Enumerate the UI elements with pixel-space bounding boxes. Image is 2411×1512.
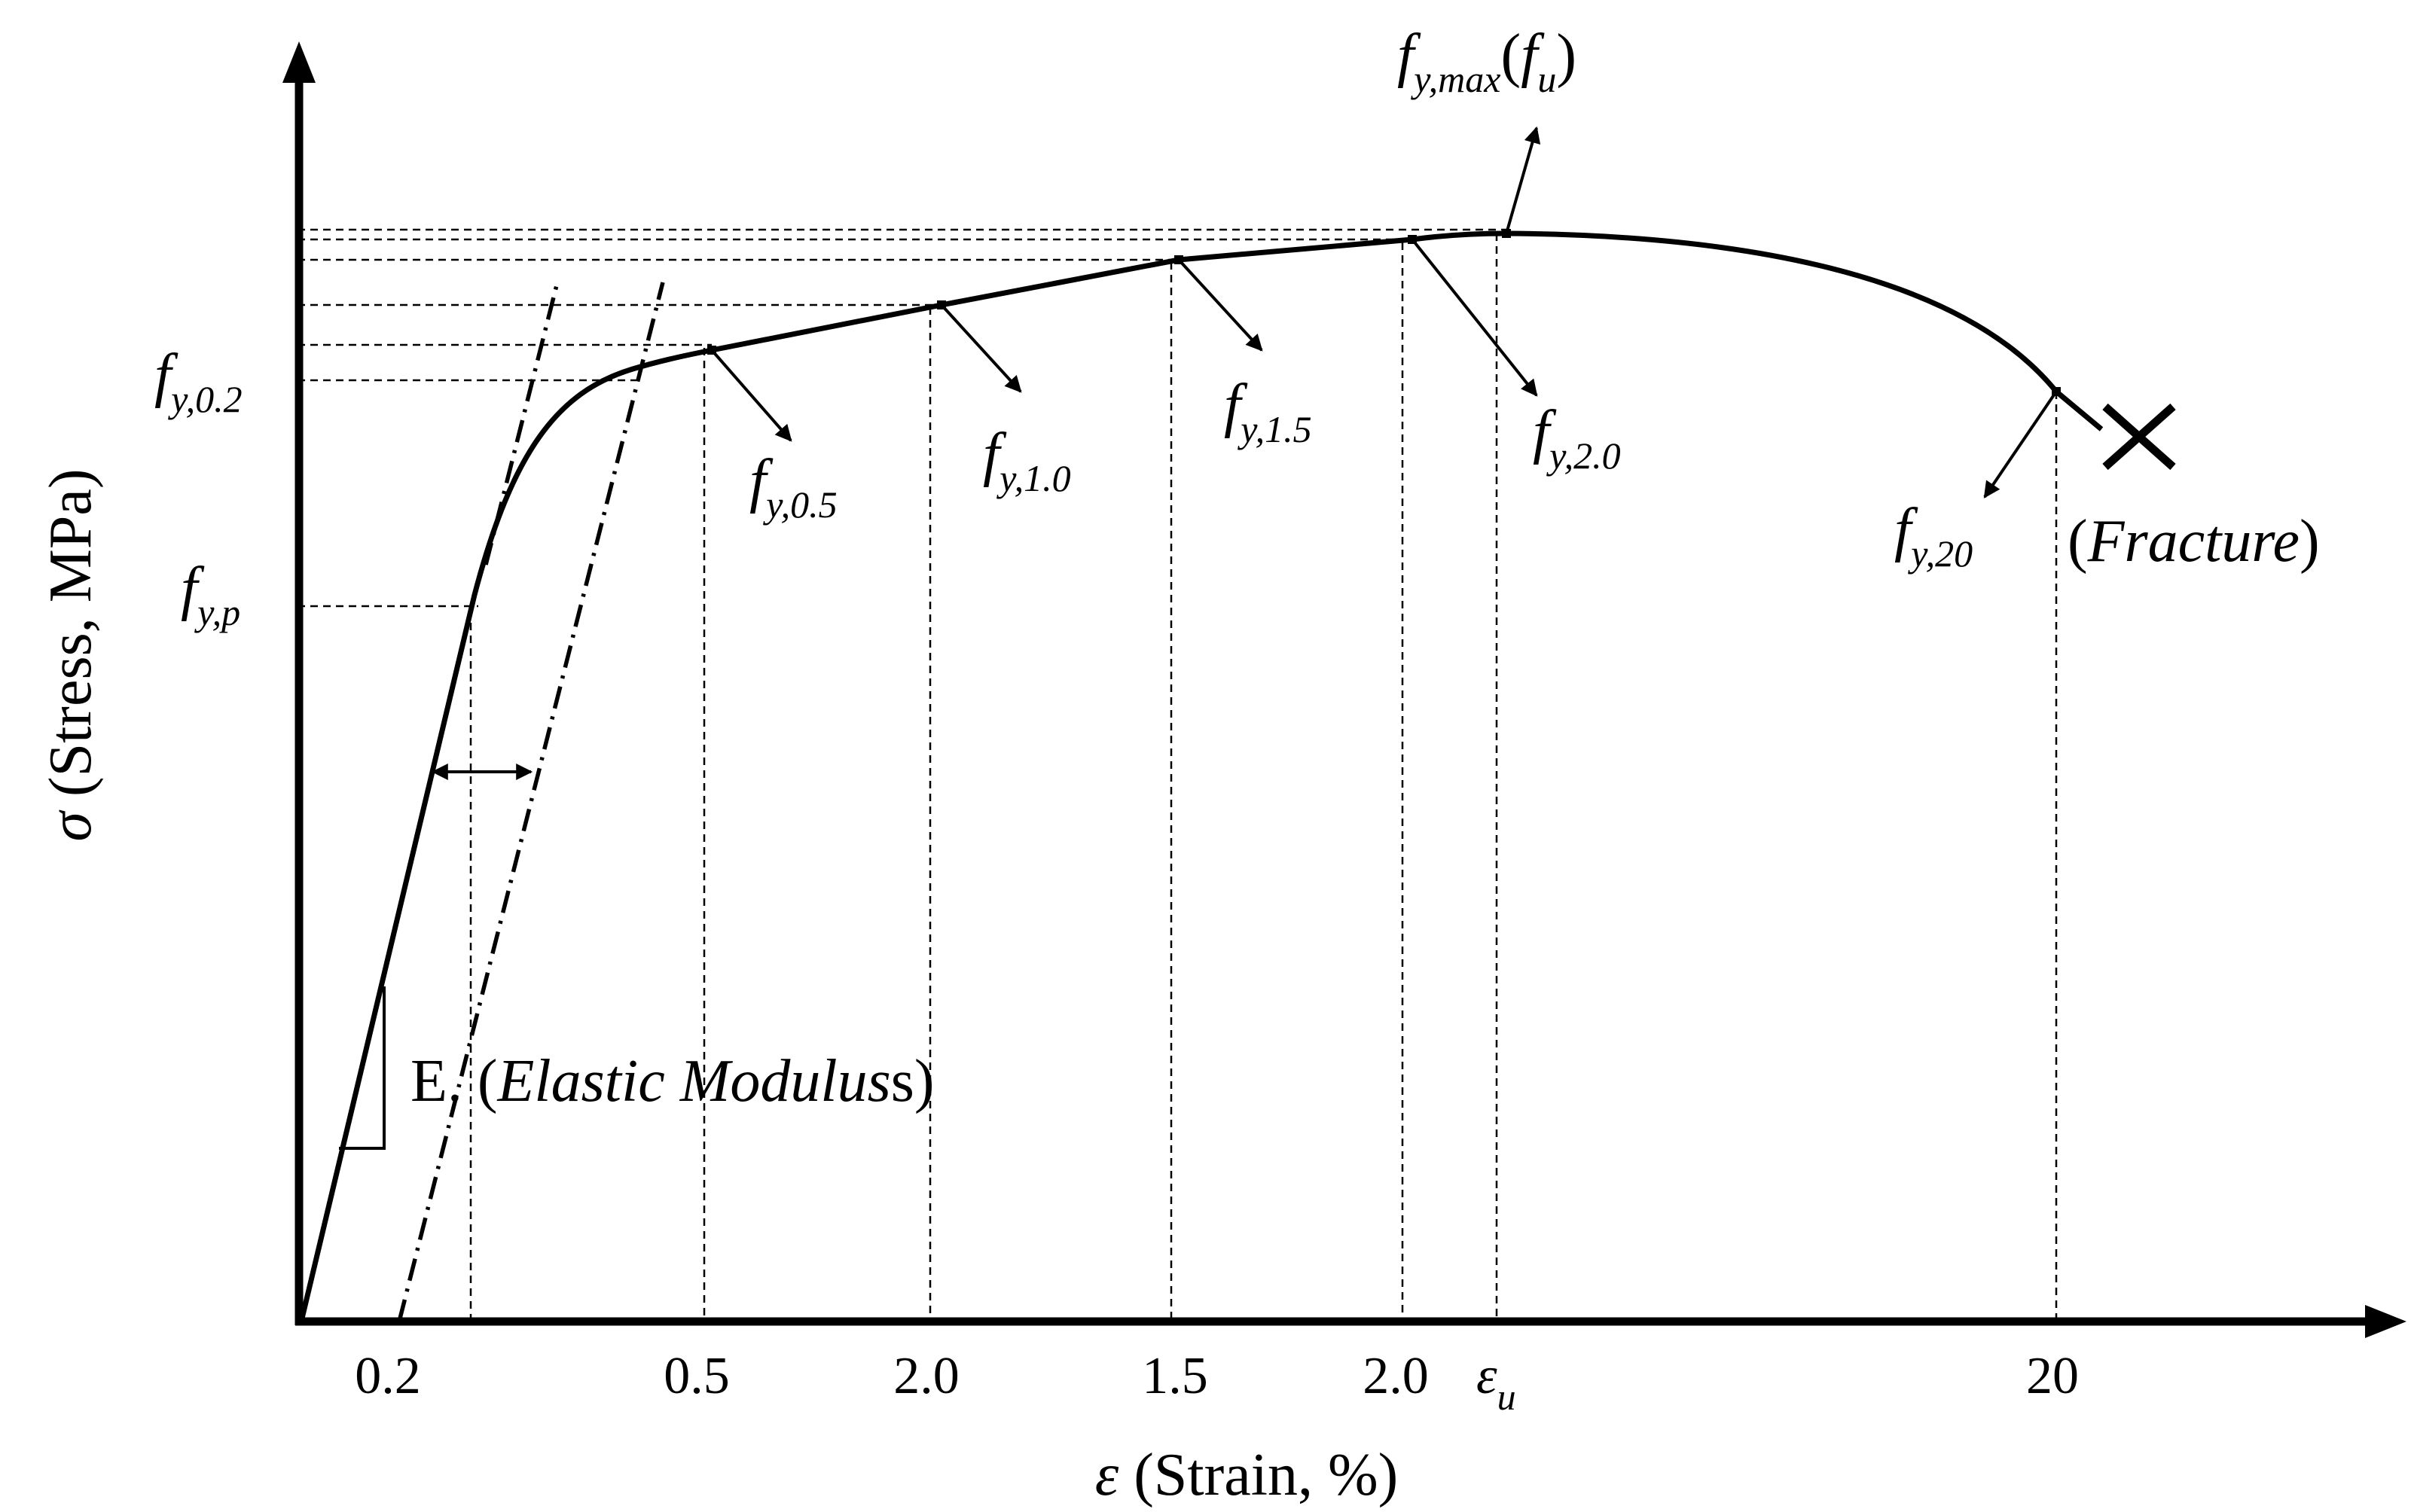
label-fy10: fy,1.0 bbox=[983, 422, 1071, 499]
label-elastic-modulus: E. (Elastic Moduluss) bbox=[410, 1048, 934, 1114]
callout-arrows bbox=[431, 126, 2058, 780]
x-tick-label-eu: εu bbox=[1476, 1347, 1516, 1418]
vertical-guides bbox=[469, 233, 2058, 1321]
stress-strain-curve bbox=[298, 230, 2104, 1322]
x-axis-arrowhead bbox=[2365, 1305, 2406, 1338]
arrow-fy10 bbox=[940, 303, 1022, 393]
arrow-fy200 bbox=[1983, 390, 2058, 498]
fracture-x-icon bbox=[2102, 403, 2176, 471]
label-fy05: fy,0.5 bbox=[749, 448, 838, 526]
label-fracture: (Fracture) bbox=[2068, 508, 2320, 575]
x-tick-label: 2.0 bbox=[1363, 1347, 1429, 1405]
label-fy20: fy,2.0 bbox=[1533, 399, 1621, 477]
arrow-fy20 bbox=[1411, 238, 1538, 397]
x-tick-label: 20 bbox=[2026, 1347, 2079, 1405]
x-tick-label: 0.5 bbox=[664, 1347, 730, 1405]
arrow-fymax bbox=[1505, 126, 1541, 234]
horizontal-guides bbox=[298, 228, 1506, 608]
arrow-fy15 bbox=[1177, 258, 1263, 352]
y-tick-label-fy02: fy,0.2 bbox=[154, 343, 243, 420]
modulus-triangle bbox=[339, 986, 386, 1150]
arrow-fy05 bbox=[710, 349, 792, 442]
x-tick-label: 2.0 bbox=[893, 1347, 960, 1405]
label-fy15: fy,1.5 bbox=[1224, 373, 1312, 450]
y-axis-title: σ (Stress, MPa) bbox=[38, 469, 104, 842]
x-tick-label: 0.2 bbox=[355, 1347, 421, 1405]
offset-line-0.2 bbox=[397, 282, 665, 1322]
x-tick-label: 1.5 bbox=[1142, 1347, 1208, 1405]
x-tick-labels: 0.2 0.5 2.0 1.5 2.0 εu 20 bbox=[355, 1347, 2079, 1418]
y-axis-arrowhead bbox=[282, 41, 316, 83]
label-fy200: fy,20 bbox=[1894, 497, 1973, 575]
x-axis-title: ε (Strain, %) bbox=[1095, 1442, 1399, 1508]
y-tick-label-fyp: fy,p bbox=[181, 556, 240, 633]
label-fymax: fy,max(fu) bbox=[1397, 23, 1576, 100]
